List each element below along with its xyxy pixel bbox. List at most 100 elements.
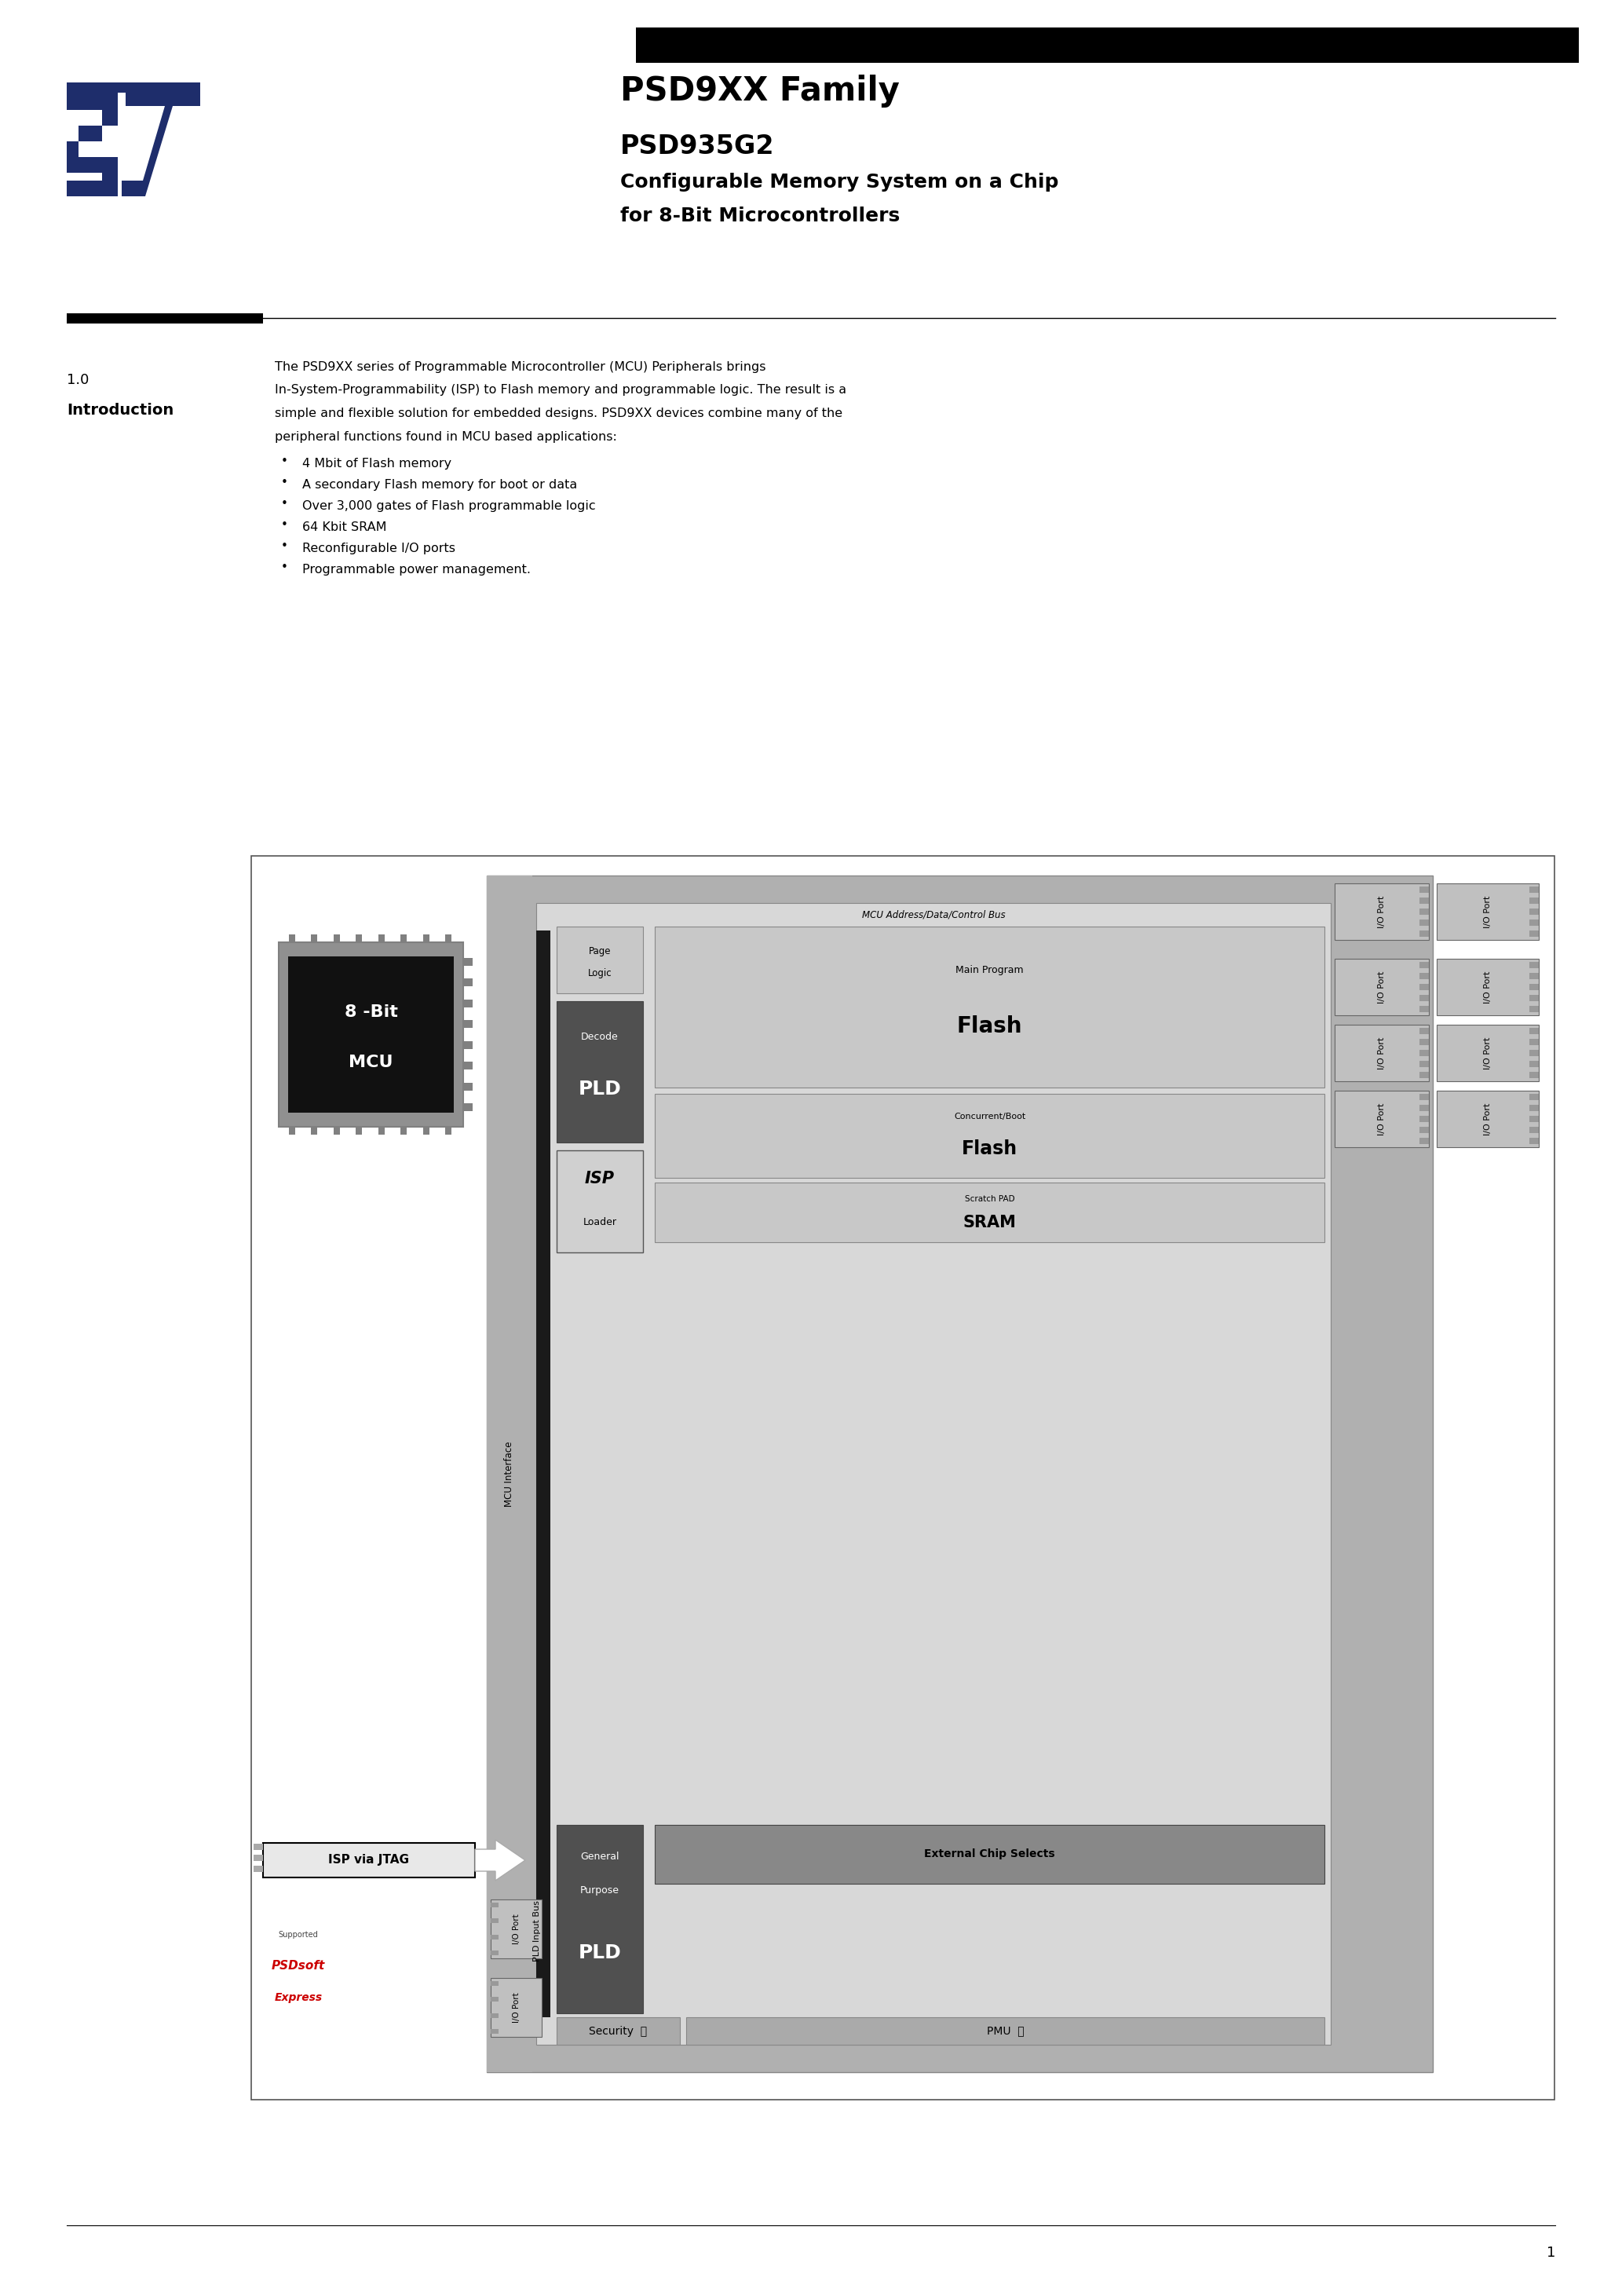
Text: A secondary Flash memory for boot or data: A secondary Flash memory for boot or dat…	[302, 480, 577, 491]
FancyBboxPatch shape	[491, 1952, 498, 1956]
Text: I/O Port: I/O Port	[1484, 1102, 1492, 1134]
FancyBboxPatch shape	[464, 978, 472, 987]
FancyBboxPatch shape	[378, 1127, 384, 1134]
FancyBboxPatch shape	[1530, 985, 1539, 990]
Text: Introduction: Introduction	[67, 402, 174, 418]
FancyBboxPatch shape	[251, 856, 1554, 2101]
FancyBboxPatch shape	[1419, 1127, 1429, 1134]
Text: peripheral functions found in MCU based applications:: peripheral functions found in MCU based …	[274, 432, 616, 443]
FancyBboxPatch shape	[1419, 985, 1429, 990]
FancyBboxPatch shape	[491, 2030, 498, 2034]
FancyBboxPatch shape	[1437, 1024, 1539, 1081]
Text: PSD935G2: PSD935G2	[620, 133, 774, 158]
Text: I/O Port: I/O Port	[1484, 895, 1492, 928]
FancyBboxPatch shape	[311, 934, 318, 941]
FancyBboxPatch shape	[401, 1127, 407, 1134]
Text: PLD: PLD	[579, 1945, 621, 1963]
Text: Security  🔒: Security 🔒	[589, 2025, 647, 2037]
Text: External Chip Selects: External Chip Selects	[925, 1848, 1054, 1860]
Text: Programmable power management.: Programmable power management.	[302, 565, 530, 576]
FancyBboxPatch shape	[491, 1981, 498, 1986]
FancyBboxPatch shape	[1530, 1072, 1539, 1079]
FancyBboxPatch shape	[1419, 918, 1429, 925]
FancyBboxPatch shape	[491, 1903, 498, 1908]
Text: Scratch PAD: Scratch PAD	[965, 1196, 1015, 1203]
FancyArrow shape	[475, 1839, 526, 1880]
FancyBboxPatch shape	[1335, 1024, 1429, 1081]
Text: I/O Port: I/O Port	[1484, 971, 1492, 1003]
Text: I/O Port: I/O Port	[1377, 971, 1385, 1003]
FancyBboxPatch shape	[355, 934, 362, 941]
FancyBboxPatch shape	[655, 1182, 1325, 1242]
Text: SRAM: SRAM	[963, 1215, 1017, 1231]
FancyBboxPatch shape	[1335, 1091, 1429, 1148]
FancyBboxPatch shape	[423, 1127, 430, 1134]
FancyBboxPatch shape	[1419, 1093, 1429, 1100]
Text: Purpose: Purpose	[581, 1885, 620, 1896]
FancyBboxPatch shape	[1530, 1116, 1539, 1123]
Text: PMU  🛢: PMU 🛢	[986, 2025, 1023, 2037]
FancyBboxPatch shape	[491, 1998, 498, 2002]
FancyBboxPatch shape	[1530, 1139, 1539, 1143]
FancyBboxPatch shape	[556, 1001, 642, 1143]
Text: •: •	[281, 455, 289, 466]
FancyBboxPatch shape	[655, 1825, 1325, 1883]
Text: MCU Address/Data/Control Bus: MCU Address/Data/Control Bus	[861, 909, 1006, 921]
Text: 1.0: 1.0	[67, 372, 89, 388]
Text: Page: Page	[589, 946, 611, 957]
FancyBboxPatch shape	[556, 1150, 642, 1251]
FancyBboxPatch shape	[444, 934, 451, 941]
FancyBboxPatch shape	[334, 934, 341, 941]
FancyBboxPatch shape	[289, 934, 295, 941]
Text: Concurrent/Boot: Concurrent/Boot	[954, 1114, 1025, 1120]
Text: ISP via JTAG: ISP via JTAG	[329, 1855, 409, 1867]
FancyBboxPatch shape	[1530, 909, 1539, 914]
FancyBboxPatch shape	[253, 1867, 263, 1871]
FancyBboxPatch shape	[1530, 1038, 1539, 1045]
FancyBboxPatch shape	[1419, 1006, 1429, 1013]
Text: I/O Port: I/O Port	[1484, 1038, 1492, 1070]
Text: ISP: ISP	[586, 1171, 615, 1187]
Text: Express: Express	[274, 1993, 323, 2002]
FancyBboxPatch shape	[1530, 1127, 1539, 1134]
Text: Configurable Memory System on a Chip: Configurable Memory System on a Chip	[620, 172, 1059, 191]
FancyBboxPatch shape	[464, 1081, 472, 1091]
FancyBboxPatch shape	[1530, 898, 1539, 905]
FancyBboxPatch shape	[655, 1093, 1325, 1178]
FancyBboxPatch shape	[1419, 1029, 1429, 1033]
FancyBboxPatch shape	[1530, 994, 1539, 1001]
FancyBboxPatch shape	[464, 1104, 472, 1111]
Text: The PSD9XX series of Programmable Microcontroller (MCU) Peripherals brings: The PSD9XX series of Programmable Microc…	[274, 360, 766, 372]
FancyBboxPatch shape	[491, 1919, 498, 1924]
FancyBboxPatch shape	[1335, 884, 1429, 939]
FancyBboxPatch shape	[253, 1855, 263, 1862]
FancyBboxPatch shape	[1419, 962, 1429, 969]
FancyBboxPatch shape	[378, 934, 384, 941]
Text: Main Program: Main Program	[955, 964, 1023, 976]
Text: MCU Interface: MCU Interface	[504, 1442, 514, 1506]
FancyBboxPatch shape	[1419, 1049, 1429, 1056]
FancyBboxPatch shape	[1530, 962, 1539, 969]
Text: 1: 1	[1546, 2245, 1555, 2259]
FancyBboxPatch shape	[556, 2018, 680, 2046]
FancyBboxPatch shape	[1437, 1091, 1539, 1148]
FancyBboxPatch shape	[464, 1061, 472, 1070]
FancyBboxPatch shape	[67, 312, 263, 324]
Text: •: •	[281, 519, 289, 530]
Polygon shape	[122, 92, 200, 195]
FancyBboxPatch shape	[1419, 1038, 1429, 1045]
Text: PLD Input Bus: PLD Input Bus	[534, 1901, 540, 1961]
FancyBboxPatch shape	[289, 1127, 295, 1134]
Text: •: •	[281, 498, 289, 510]
FancyBboxPatch shape	[1419, 930, 1429, 937]
FancyBboxPatch shape	[1530, 886, 1539, 893]
Text: Loader: Loader	[582, 1217, 616, 1226]
FancyBboxPatch shape	[289, 957, 454, 1114]
Text: I/O Port: I/O Port	[1377, 1102, 1385, 1134]
FancyBboxPatch shape	[487, 875, 532, 2073]
FancyBboxPatch shape	[491, 1936, 498, 1940]
FancyBboxPatch shape	[1419, 898, 1429, 905]
FancyBboxPatch shape	[1419, 886, 1429, 893]
FancyBboxPatch shape	[423, 934, 430, 941]
Text: Flash: Flash	[962, 1139, 1017, 1157]
